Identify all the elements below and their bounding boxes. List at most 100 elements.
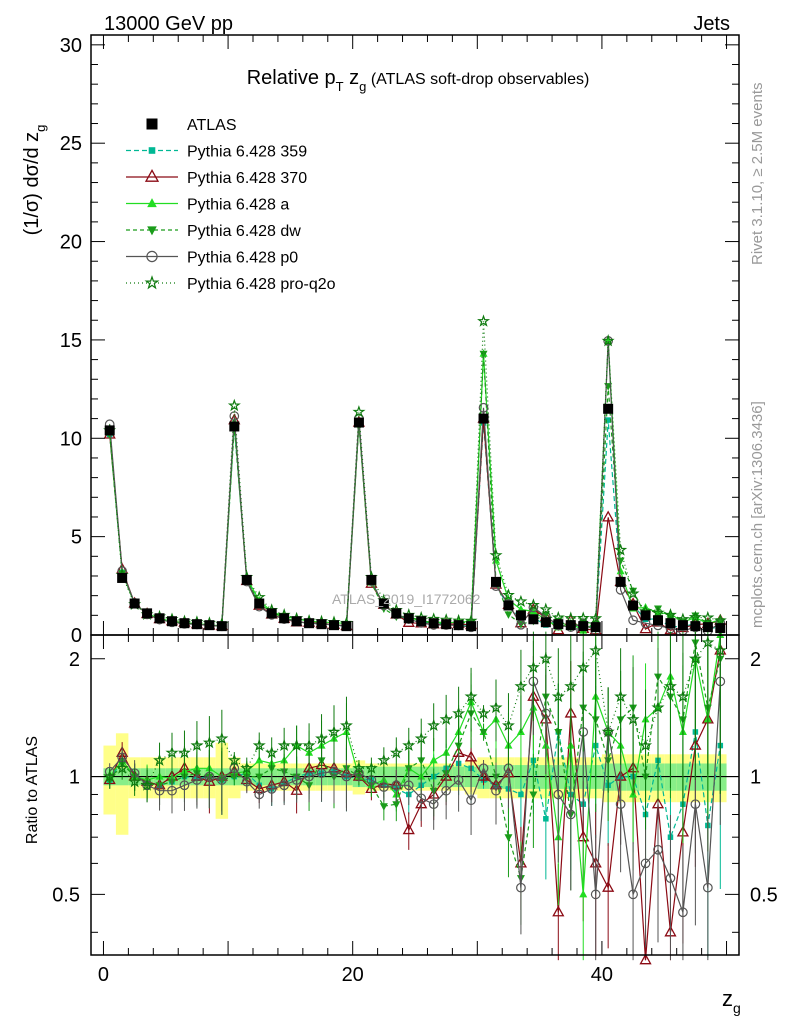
data-point	[529, 791, 538, 799]
data-point	[329, 620, 339, 631]
data-point	[391, 608, 402, 619]
y-tick-label: 20	[60, 232, 82, 254]
data-point	[255, 773, 264, 782]
plot-series-layer	[103, 314, 727, 965]
data-point	[216, 621, 227, 632]
data-point	[353, 417, 364, 428]
data-point	[539, 651, 553, 665]
data-point	[378, 598, 389, 609]
data-point	[665, 873, 676, 884]
data-point	[565, 809, 576, 820]
data-point	[279, 780, 290, 791]
data-point	[653, 615, 663, 626]
data-point	[429, 755, 438, 764]
data-point	[192, 775, 202, 785]
data-point	[479, 728, 488, 737]
legend-item: Pythia 6.428 p0	[126, 250, 298, 267]
data-point	[439, 712, 453, 725]
data-point	[565, 620, 576, 631]
legend-label: Pythia 6.428 370	[187, 170, 307, 187]
data-point	[504, 834, 513, 842]
data-point	[663, 608, 677, 621]
data-point	[146, 250, 158, 263]
mcplots-source-label: mcplots.cern.ch [arXiv:1306.3436]	[749, 401, 766, 628]
data-point	[129, 598, 140, 609]
chart-labels: 13000 GeV pp Jets Relative pT zg (ATLAS …	[21, 13, 766, 1016]
data-point	[702, 882, 713, 893]
data-point	[402, 738, 416, 752]
series-line-main	[109, 340, 721, 632]
y-tick-label: 30	[60, 35, 82, 57]
data-point	[377, 753, 391, 766]
data-point	[352, 405, 366, 418]
data-point	[277, 738, 291, 752]
data-point	[366, 574, 377, 585]
data-point	[403, 613, 414, 624]
data-point	[503, 600, 514, 611]
data-point	[464, 750, 478, 762]
data-point	[515, 610, 526, 621]
data-point	[651, 700, 665, 714]
legend-label: Pythia 6.428 a	[187, 197, 289, 214]
data-point	[528, 614, 539, 625]
data-point	[590, 622, 601, 633]
data-point	[578, 621, 589, 632]
data-point	[491, 576, 501, 587]
y-tick-label: 10	[60, 428, 82, 450]
data-point	[165, 745, 179, 759]
data-point	[504, 611, 513, 619]
data-point	[453, 620, 464, 631]
data-point	[254, 789, 265, 800]
data-point	[576, 660, 590, 673]
series-4	[104, 336, 726, 961]
y-tick-label: 5	[71, 527, 82, 549]
legend-item: Pythia 6.428 dw	[126, 223, 301, 240]
plot-frames	[90, 34, 740, 956]
data-point	[179, 780, 190, 791]
data-point	[690, 799, 701, 810]
y-tick-label: 25	[60, 133, 82, 155]
data-point	[103, 769, 117, 783]
ratio-tick-label-left: 2	[69, 649, 80, 671]
data-point	[202, 735, 216, 749]
atlas-data	[104, 403, 726, 634]
data-point	[153, 753, 167, 766]
data-point	[154, 785, 165, 796]
data-point	[147, 226, 157, 236]
data-point	[564, 679, 578, 692]
data-point	[639, 738, 653, 752]
ratio-tick-label-left: 0.5	[52, 884, 80, 906]
legend-item: Pythia 6.428 a	[126, 197, 289, 214]
data-point	[602, 880, 615, 892]
data-point	[628, 889, 638, 900]
data-point	[204, 620, 215, 631]
data-point	[252, 738, 266, 752]
data-point	[241, 574, 252, 585]
series-2	[105, 336, 725, 961]
data-point	[601, 725, 615, 738]
series-3	[105, 350, 725, 925]
x-tick-label: 40	[591, 964, 613, 986]
data-point	[316, 768, 327, 779]
data-point	[391, 780, 402, 791]
data-point	[229, 421, 240, 432]
data-point	[453, 775, 464, 785]
data-point	[539, 602, 553, 616]
data-point	[678, 907, 688, 918]
data-point	[603, 403, 614, 414]
header-left: 13000 GeV pp	[104, 13, 233, 35]
data-point	[378, 782, 389, 792]
data-point	[713, 643, 727, 656]
data-point	[230, 773, 239, 782]
data-point	[266, 608, 277, 619]
data-point	[266, 784, 277, 794]
data-point	[441, 785, 452, 796]
x-tick-label: 20	[342, 964, 364, 986]
y-tick-label: 15	[60, 330, 82, 352]
data-point	[441, 619, 452, 630]
series-line-main	[109, 353, 721, 628]
data-point	[428, 618, 439, 629]
data-point	[144, 169, 160, 182]
data-point	[615, 799, 626, 810]
series-line-main	[109, 321, 721, 625]
